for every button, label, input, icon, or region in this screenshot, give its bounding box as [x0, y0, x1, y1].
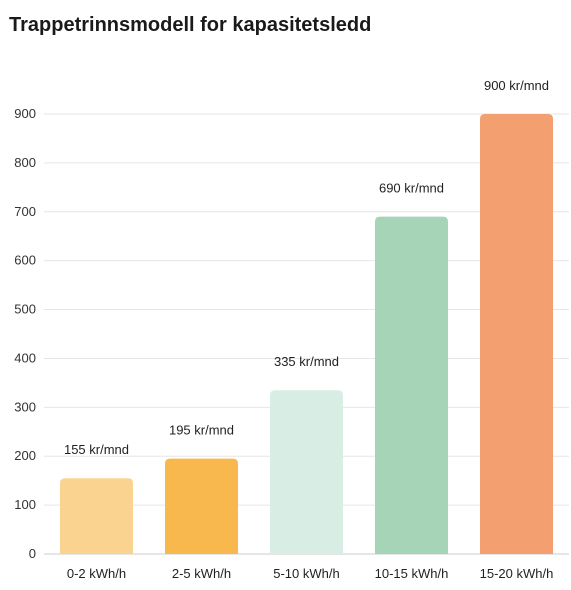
y-axis: 0 100 200 300 400 500 600 700 800 900: [14, 106, 36, 561]
x-tick-label: 0-2 kWh/h: [67, 566, 126, 581]
bar-2-5-kwh-h: [165, 458, 238, 554]
x-axis: 0-2 kWh/h 2-5 kWh/h 5-10 kWh/h 10-15 kWh/h 1…: [67, 566, 553, 581]
data-label: 335 kr/mnd: [274, 354, 339, 369]
y-tick-label: 600: [14, 253, 36, 268]
data-labels: 155 kr/mnd 195 kr/mnd 335 kr/mnd 690 kr/mnd…: [64, 78, 549, 457]
data-label: 155 kr/mnd: [64, 442, 129, 457]
bar-5-10-kwh-h: [270, 390, 343, 554]
bar-10-15-kwh-h: [375, 216, 448, 554]
y-tick-label: 800: [14, 155, 36, 170]
x-tick-label: 15-20 kWh/h: [480, 566, 554, 581]
data-label: 690 kr/mnd: [379, 181, 444, 196]
y-tick-label: 300: [14, 399, 36, 414]
bar-0-2-kwh-h: [60, 478, 133, 554]
y-tick-label: 900: [14, 106, 36, 121]
y-tick-label: 400: [14, 350, 36, 365]
y-tick-label: 100: [14, 497, 36, 512]
y-tick-label: 500: [14, 302, 36, 317]
x-tick-label: 5-10 kWh/h: [273, 566, 339, 581]
bar-15-20-kwh-h: [480, 114, 553, 554]
y-tick-label: 200: [14, 448, 36, 463]
chart-title: Trappetrinnsmodell for kapasitetsledd: [9, 14, 372, 36]
y-tick-label: 700: [14, 204, 36, 219]
y-tick-label: 0: [29, 546, 36, 561]
bars: [60, 114, 553, 554]
data-label: 900 kr/mnd: [484, 78, 549, 93]
data-label: 195 kr/mnd: [169, 423, 234, 438]
x-tick-label: 10-15 kWh/h: [375, 566, 449, 581]
x-tick-label: 2-5 kWh/h: [172, 566, 231, 581]
